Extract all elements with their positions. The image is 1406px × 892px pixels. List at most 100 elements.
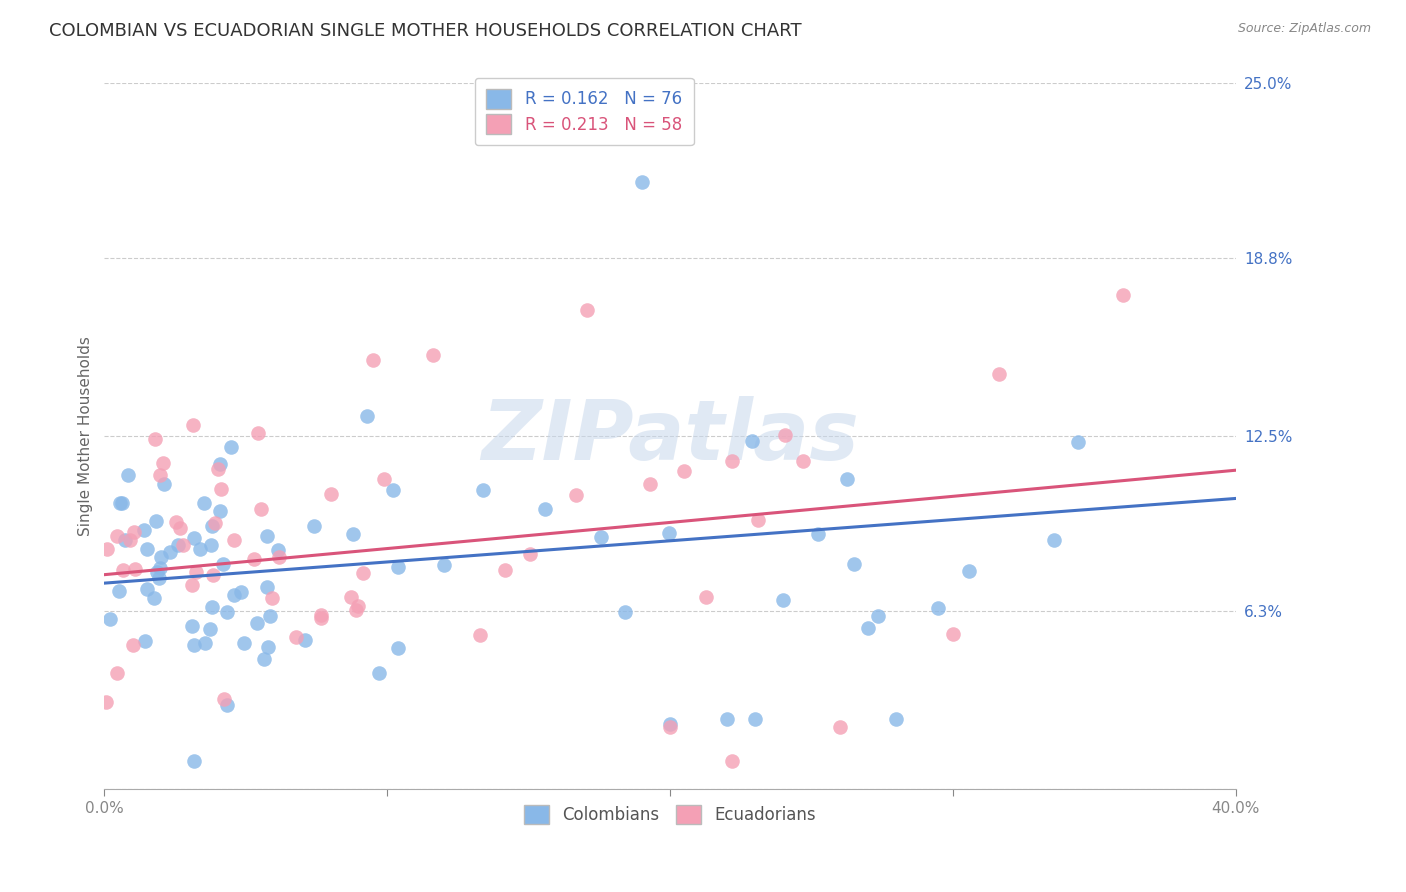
Point [1067, 434, 1090, 449]
Point [575, 303, 598, 318]
Point [124, 525, 146, 540]
Point [246, 425, 269, 440]
Point [108, 584, 131, 599]
Point [217, 698, 239, 712]
Point [773, 428, 796, 442]
Point [257, 640, 280, 655]
Point [121, 639, 143, 653]
Point [159, 545, 181, 559]
Point [124, 562, 146, 576]
Point [98, 612, 121, 626]
Point [208, 504, 231, 518]
Point [217, 606, 239, 620]
Point [494, 563, 516, 577]
Point [422, 348, 444, 362]
Point [181, 418, 204, 433]
Point [589, 530, 612, 544]
Text: ZIPatlas: ZIPatlas [481, 396, 859, 477]
Point [294, 633, 316, 648]
Point [180, 619, 202, 633]
Point [519, 547, 541, 561]
Point [224, 533, 246, 548]
Point [387, 641, 409, 656]
Point [242, 552, 264, 566]
Point [120, 533, 142, 547]
Point [105, 529, 128, 543]
Point [302, 518, 325, 533]
Point [361, 352, 384, 367]
Point [166, 538, 188, 552]
Point [356, 409, 378, 423]
Point [145, 514, 167, 528]
Point [250, 502, 273, 516]
Point [143, 432, 166, 446]
Point [373, 472, 395, 486]
Point [352, 566, 374, 580]
Point [143, 591, 166, 606]
Point [209, 457, 232, 471]
Point [284, 630, 307, 644]
Point [198, 622, 221, 636]
Point [135, 582, 157, 597]
Point [747, 513, 769, 527]
Point [387, 560, 409, 574]
Point [886, 712, 908, 726]
Point [347, 599, 370, 613]
Point [866, 608, 889, 623]
Point [96, 541, 118, 556]
Point [856, 621, 879, 635]
Point [988, 367, 1011, 381]
Point [565, 488, 588, 502]
Point [613, 605, 636, 619]
Point [957, 564, 980, 578]
Point [658, 526, 681, 541]
Point [181, 578, 204, 592]
Point [927, 600, 949, 615]
Point [721, 454, 744, 468]
Point [204, 516, 226, 531]
Point [183, 531, 205, 545]
Point [269, 550, 291, 565]
Point [149, 468, 172, 483]
Point [470, 628, 492, 642]
Point [319, 486, 342, 500]
Legend: Colombians, Ecuadorians: Colombians, Ecuadorians [515, 795, 827, 834]
Text: Source: ZipAtlas.com: Source: ZipAtlas.com [1237, 22, 1371, 36]
Point [169, 521, 191, 535]
Point [942, 627, 965, 641]
Point [207, 461, 229, 475]
Point [772, 592, 794, 607]
Point [256, 580, 278, 594]
Point [471, 483, 494, 498]
Point [134, 633, 156, 648]
Y-axis label: Single Mother Households: Single Mother Households [79, 336, 93, 536]
Point [114, 533, 136, 548]
Point [309, 608, 332, 623]
Point [309, 611, 332, 625]
Point [117, 468, 139, 483]
Point [201, 599, 224, 614]
Point [94, 696, 117, 710]
Point [132, 524, 155, 538]
Point [631, 175, 654, 189]
Point [111, 496, 134, 510]
Point [229, 585, 252, 599]
Point [844, 557, 866, 571]
Point [744, 712, 766, 726]
Point [108, 496, 131, 510]
Point [720, 754, 742, 768]
Point [135, 541, 157, 556]
Point [149, 549, 172, 564]
Point [533, 502, 555, 516]
Point [792, 453, 814, 467]
Point [638, 476, 661, 491]
Point [221, 440, 243, 454]
Point [111, 563, 134, 577]
Point [1112, 288, 1135, 302]
Point [172, 538, 194, 552]
Point [695, 590, 717, 604]
Point [105, 666, 128, 681]
Point [342, 527, 364, 541]
Point [149, 560, 172, 574]
Text: COLOMBIAN VS ECUADORIAN SINGLE MOTHER HOUSEHOLDS CORRELATION CHART: COLOMBIAN VS ECUADORIAN SINGLE MOTHER HO… [49, 22, 801, 40]
